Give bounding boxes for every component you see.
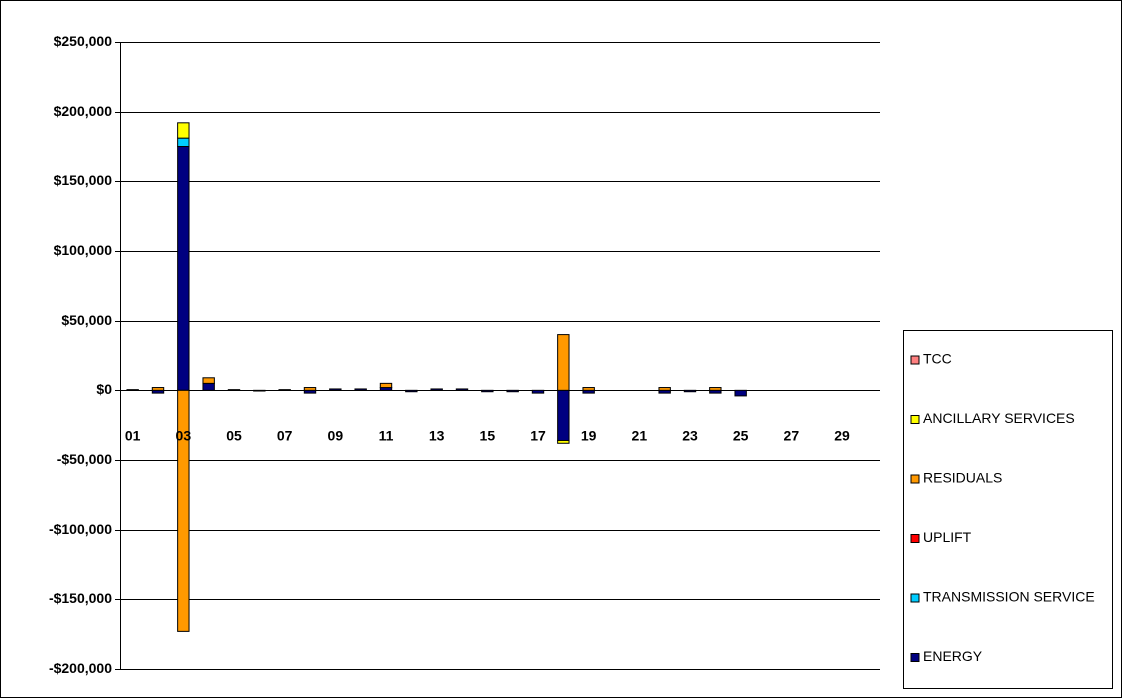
legend-label: ENERGY: [923, 648, 983, 664]
bar: [709, 387, 722, 391]
x-tick-label: 23: [682, 428, 698, 444]
y-tick-label: $150,000: [54, 172, 113, 188]
bar: [177, 122, 190, 139]
legend-swatch: [910, 415, 920, 424]
y-tick-label: -$100,000: [49, 521, 112, 537]
legend-label: RESIDUALS: [923, 470, 1002, 486]
x-tick-label: 21: [632, 428, 648, 444]
legend-label: TRANSMISSION SERVICE: [923, 589, 1095, 605]
y-tick-label: $50,000: [61, 312, 112, 328]
x-tick-label: 25: [733, 428, 749, 444]
bar: [734, 389, 747, 397]
x-tick-label: 17: [530, 428, 546, 444]
bar: [354, 388, 367, 391]
legend-label: ANCILLARY SERVICES: [923, 410, 1075, 426]
bar: [177, 137, 190, 147]
bar: [430, 388, 443, 391]
legend-swatch: [910, 534, 920, 543]
bar: [278, 389, 291, 391]
bar: [455, 388, 469, 391]
bar: [658, 387, 671, 391]
bar: [329, 388, 342, 391]
legend-swatch: [910, 593, 920, 603]
x-tick-label: 03: [176, 428, 192, 444]
legend-swatch: [910, 355, 920, 365]
bar: [202, 377, 215, 384]
bar: [177, 146, 190, 391]
x-tick-label: 19: [581, 428, 597, 444]
x-tick-label: 27: [784, 428, 800, 444]
legend-box: [903, 330, 1113, 689]
bar: [177, 389, 190, 632]
y-tick-label: $200,000: [54, 103, 113, 119]
bar: [202, 382, 215, 391]
bar: [683, 389, 697, 393]
bar: [557, 389, 570, 441]
bar: [126, 389, 139, 391]
x-tick-label: 29: [834, 428, 850, 444]
bar: [582, 387, 595, 391]
bar: [253, 389, 266, 392]
bar: [379, 382, 393, 389]
legend-label: UPLIFT: [923, 529, 972, 545]
legend-swatch: [910, 653, 920, 662]
x-tick-label: 11: [379, 428, 394, 444]
bar: [557, 334, 570, 391]
legend-label: TCC: [923, 351, 952, 367]
bar: [531, 389, 545, 394]
bar: [227, 389, 241, 391]
x-tick-label: 15: [480, 428, 496, 444]
bar: [481, 389, 494, 393]
x-tick-label: 05: [226, 428, 242, 444]
bar: [506, 389, 519, 393]
bar: [557, 439, 570, 444]
x-tick-label: 09: [328, 428, 344, 444]
bar: [303, 387, 317, 391]
y-tick-label: -$50,000: [57, 451, 112, 467]
bar: [151, 387, 165, 391]
y-tick-label: $100,000: [54, 242, 113, 258]
y-tick-label: -$200,000: [49, 660, 112, 676]
y-tick-label: $0: [96, 381, 112, 397]
y-tick-label: $250,000: [54, 33, 113, 49]
x-tick-label: 13: [429, 428, 445, 444]
x-tick-label: 01: [125, 428, 141, 444]
x-tick-label: 07: [277, 428, 293, 444]
y-tick-label: -$150,000: [49, 590, 112, 606]
bar: [405, 389, 418, 393]
legend-swatch: [910, 474, 920, 484]
